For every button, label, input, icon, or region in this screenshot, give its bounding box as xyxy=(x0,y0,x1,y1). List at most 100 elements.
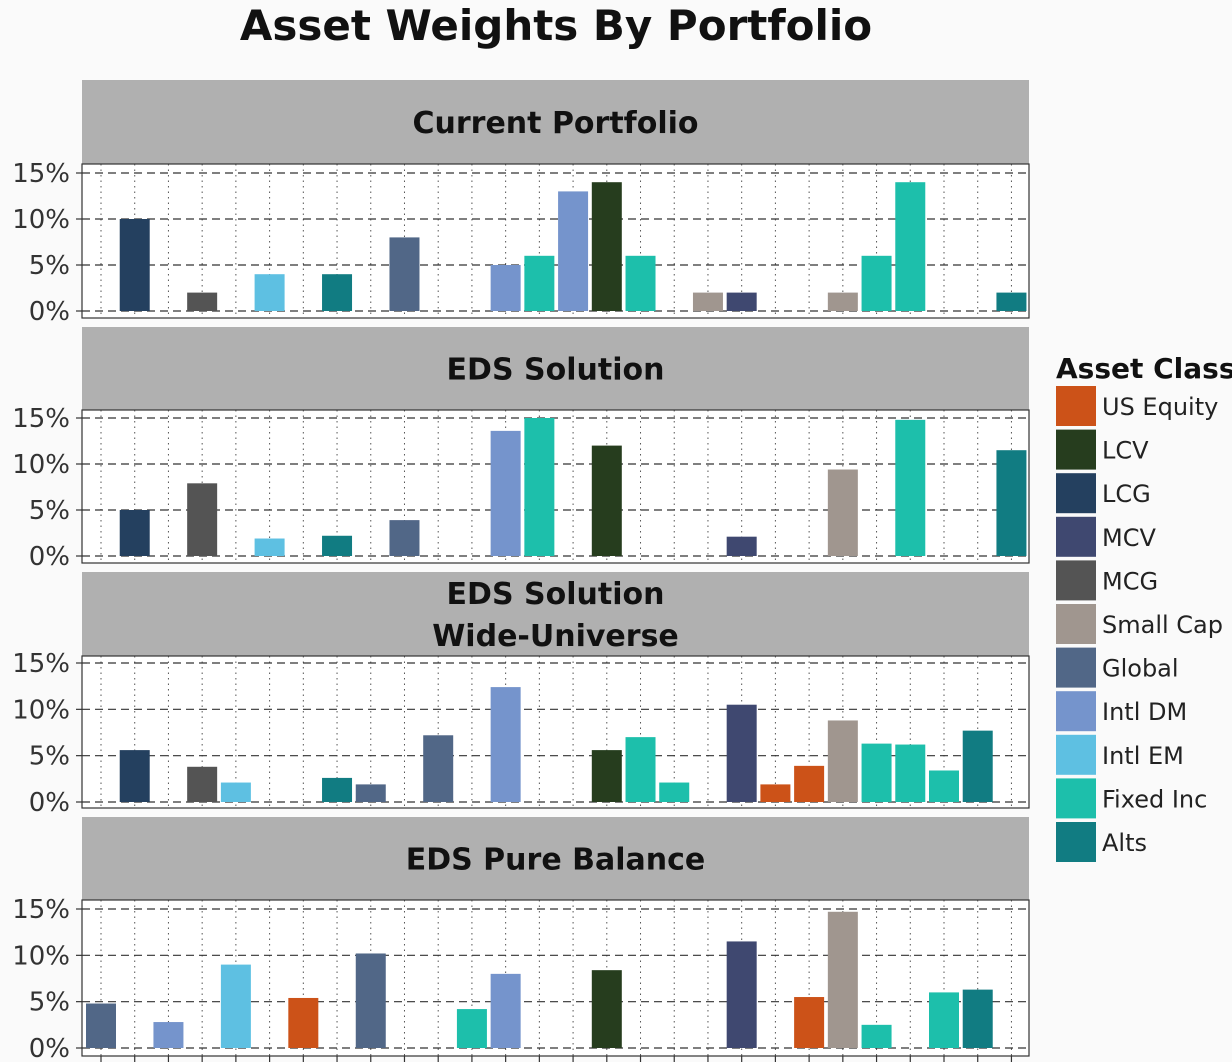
facet-strip-label: Current Portfolio xyxy=(412,106,698,141)
legend-label: LCG xyxy=(1102,480,1151,508)
y-tick-label: 5% xyxy=(29,988,70,1018)
bar xyxy=(288,997,319,1048)
bar xyxy=(220,964,251,1048)
facet-panel: EDS Pure Balance 0% 5% 10% 15% xyxy=(12,817,1030,1062)
bar xyxy=(456,1009,487,1048)
legend-swatch xyxy=(1056,647,1096,688)
bar xyxy=(119,750,150,802)
bar xyxy=(929,770,959,802)
bar xyxy=(996,450,1027,556)
legend-swatch xyxy=(1056,778,1096,819)
bar xyxy=(490,430,521,556)
facet-panel: EDS Solution Wide-Universe 0% 5% 10% 15% xyxy=(12,572,1030,818)
bar xyxy=(524,418,555,556)
bar xyxy=(625,737,656,802)
legend-label: US Equity xyxy=(1102,393,1218,421)
bar xyxy=(322,274,353,311)
facet-strip xyxy=(82,817,1029,900)
bar xyxy=(153,1022,184,1048)
bar xyxy=(490,265,521,311)
y-tick-label: 15% xyxy=(12,159,70,189)
bar xyxy=(591,750,622,802)
bar xyxy=(827,292,858,311)
bar xyxy=(794,765,825,802)
bar xyxy=(322,535,353,556)
y-tick-label: 0% xyxy=(29,1034,70,1062)
bar xyxy=(187,292,218,311)
bar xyxy=(187,766,218,802)
bar xyxy=(591,970,622,1048)
bar xyxy=(861,743,892,802)
panel-border xyxy=(81,409,1030,564)
bar xyxy=(726,704,757,802)
plot-area xyxy=(82,410,1029,563)
bar xyxy=(490,687,521,802)
y-tick-label: 5% xyxy=(29,742,70,772)
bar xyxy=(827,911,858,1048)
facet-strip xyxy=(82,572,1029,656)
bar xyxy=(490,973,521,1048)
legend-label: MCG xyxy=(1102,567,1158,595)
legend-swatch xyxy=(1056,429,1096,470)
bar xyxy=(254,538,285,556)
bar xyxy=(996,292,1027,311)
facet-strip-label: EDS Solution xyxy=(447,577,665,612)
legend: Asset Class US Equity LCV LCG MCV MCG Small C… xyxy=(1056,352,1232,862)
bar xyxy=(86,1003,116,1048)
bar xyxy=(187,483,218,556)
bar xyxy=(119,510,150,556)
bar xyxy=(895,744,926,802)
bar xyxy=(558,191,589,311)
bar xyxy=(524,255,555,311)
bar xyxy=(962,730,993,802)
y-tick-label: 10% xyxy=(12,450,70,480)
panel-border xyxy=(81,899,1030,1057)
legend-swatch xyxy=(1056,604,1096,644)
bar xyxy=(389,520,420,556)
facet-strip xyxy=(82,327,1029,410)
y-tick-label: 15% xyxy=(12,649,70,679)
bar xyxy=(760,784,791,802)
y-tick-label: 15% xyxy=(12,895,70,925)
legend-label: Global xyxy=(1102,655,1179,683)
legend-swatch xyxy=(1056,822,1096,862)
bar xyxy=(423,735,454,802)
legend-label: Intl EM xyxy=(1102,742,1184,770)
y-tick-label: 5% xyxy=(29,251,70,281)
bar xyxy=(794,997,825,1048)
y-tick-label: 10% xyxy=(12,941,70,971)
y-tick-label: 10% xyxy=(12,695,70,725)
y-tick-label: 0% xyxy=(29,297,70,327)
legend-label: LCV xyxy=(1102,437,1149,465)
bar xyxy=(659,782,690,802)
bar xyxy=(962,989,993,1048)
legend-swatch xyxy=(1056,691,1096,732)
y-tick-label: 10% xyxy=(12,205,70,235)
legend-swatch xyxy=(1056,516,1096,557)
legend-swatch xyxy=(1056,473,1096,514)
bar xyxy=(895,182,926,311)
y-tick-label: 0% xyxy=(29,542,70,572)
facet-panels: Current Portfolio 0% 5% 10% 15% EDS Solution 0… xyxy=(12,80,1030,1062)
y-tick-label: 15% xyxy=(12,404,70,434)
legend-swatch xyxy=(1056,386,1096,426)
facet-strip-label: Wide-Universe xyxy=(432,619,679,654)
bar xyxy=(827,720,858,802)
legend-swatch xyxy=(1056,560,1096,601)
facet-strip-label: EDS Pure Balance xyxy=(406,843,706,878)
bar xyxy=(726,292,757,311)
bar xyxy=(389,237,420,311)
bar xyxy=(895,419,926,556)
bar xyxy=(220,782,251,802)
legend-swatch xyxy=(1056,734,1096,775)
bar xyxy=(625,255,656,311)
bar xyxy=(861,1024,892,1048)
bar xyxy=(254,274,285,311)
bar xyxy=(355,784,386,802)
bar xyxy=(355,953,386,1048)
y-tick-label: 5% xyxy=(29,496,70,526)
legend-label: Fixed Inc xyxy=(1102,785,1207,813)
legend-label: Alts xyxy=(1102,829,1147,857)
bar xyxy=(591,445,622,556)
